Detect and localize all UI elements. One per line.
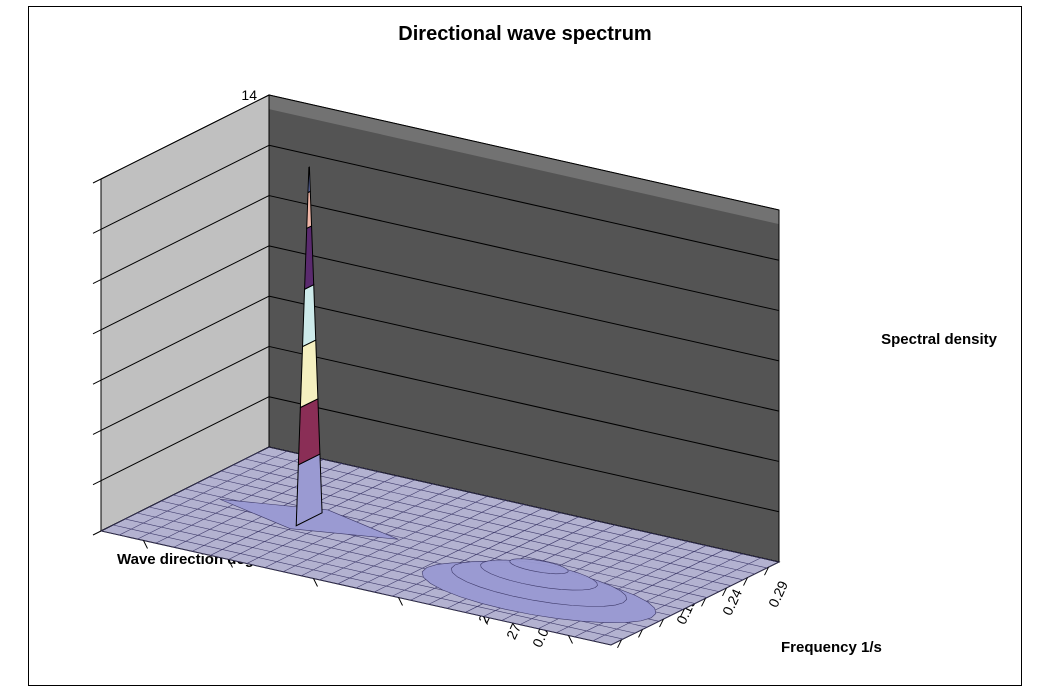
chart-frame: Directional wave spectrum Spectral densi… [28,6,1022,686]
surface-plot [29,7,1021,685]
